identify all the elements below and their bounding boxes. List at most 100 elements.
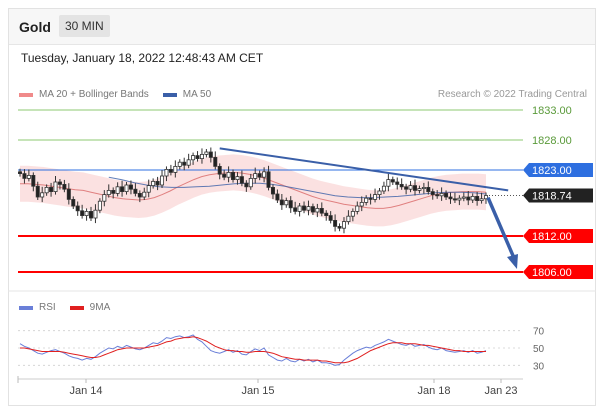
candle	[381, 181, 386, 194]
candle	[404, 183, 409, 195]
candle	[168, 164, 173, 176]
candle-down	[208, 151, 213, 158]
candle-up	[284, 200, 289, 206]
candles	[17, 147, 488, 234]
candle	[17, 168, 22, 177]
candle-up	[421, 186, 426, 189]
candle	[337, 223, 342, 232]
candle-down	[168, 168, 173, 173]
candle	[302, 201, 307, 214]
candle	[253, 167, 258, 184]
candle	[204, 149, 209, 158]
candle-down	[430, 191, 435, 196]
candle	[248, 173, 253, 190]
candle-down	[435, 194, 440, 197]
chart-overlays	[219, 147, 523, 269]
candle-down	[133, 188, 138, 194]
candle	[62, 179, 67, 193]
candle	[319, 202, 324, 217]
candle-up	[97, 200, 102, 211]
candle-up	[457, 197, 462, 201]
x-tick-label: Jan 15	[241, 385, 274, 397]
candle-down	[231, 171, 236, 180]
projection-arrow-head	[507, 254, 518, 269]
candle-down	[448, 196, 453, 200]
candle	[328, 211, 333, 224]
candle-up	[461, 196, 466, 199]
candle-up	[373, 194, 378, 200]
candle	[293, 201, 298, 215]
level-labels: 1833.00 1828.00 1823.00 1812.00 1806.00 1818.…	[523, 105, 593, 279]
candle	[142, 187, 147, 200]
candle	[57, 179, 62, 190]
candle-up	[151, 180, 156, 186]
candle	[355, 201, 360, 215]
candle-down	[257, 173, 262, 178]
candle	[461, 192, 466, 202]
candle-up	[115, 186, 120, 194]
candle-down	[137, 192, 142, 198]
candle	[310, 203, 315, 215]
candle-down	[111, 189, 116, 194]
candle-up	[386, 179, 391, 187]
candle	[53, 176, 58, 195]
rsi-panel: 70 50 30	[8, 290, 596, 372]
candle-down	[31, 174, 36, 187]
candle	[244, 180, 249, 192]
legend-ma9-label: 9MA	[89, 302, 111, 313]
candle-up	[355, 205, 360, 212]
candle	[102, 190, 107, 207]
x-tick-label: Jan 23	[484, 385, 517, 397]
candle	[479, 192, 484, 204]
timeframe-badge[interactable]: 30 MIN	[59, 15, 110, 37]
candle-up	[377, 190, 382, 195]
instrument-title: Gold	[19, 19, 51, 35]
moving-averages	[20, 171, 487, 209]
candle	[111, 187, 116, 199]
level-label-1833.00: 1833.00	[532, 105, 572, 117]
ma20-line	[20, 171, 487, 209]
candle-up	[191, 155, 196, 161]
candle-down	[337, 225, 342, 229]
candle-up	[235, 176, 240, 181]
candle-down	[444, 192, 449, 198]
candle	[257, 170, 262, 181]
candle-up	[226, 171, 231, 178]
candle	[208, 147, 213, 163]
candle	[448, 192, 453, 204]
legend-ma50-label: MA 50	[182, 89, 212, 100]
candle-up	[479, 198, 484, 202]
candle	[333, 214, 338, 232]
candle	[115, 182, 120, 197]
candle-down	[390, 179, 395, 183]
candle	[151, 178, 156, 189]
candle-up	[40, 192, 45, 198]
candle	[124, 182, 129, 195]
rsi-line	[19, 334, 487, 366]
candle	[80, 204, 85, 219]
candle	[399, 178, 404, 190]
candle	[324, 210, 329, 221]
candle-down	[266, 171, 271, 188]
candle	[275, 189, 280, 203]
candle	[421, 182, 426, 194]
candle-up	[341, 221, 346, 229]
candle	[390, 176, 395, 185]
candle-up	[439, 192, 444, 197]
candle	[235, 172, 240, 185]
candle	[341, 217, 346, 234]
candle-down	[310, 206, 315, 213]
price-legend: MA 20 + Bollinger Bands MA 50	[19, 89, 225, 100]
level-label-1828.00: 1828.00	[532, 135, 572, 147]
candle-up	[417, 188, 422, 191]
candle-up	[53, 181, 58, 192]
candle-down	[395, 181, 400, 185]
level-label-1812.00: 1812.00	[532, 231, 572, 243]
candle	[199, 148, 204, 164]
candle-up	[44, 186, 49, 194]
candle-up	[173, 165, 178, 173]
candle-down	[302, 205, 307, 211]
candle	[195, 151, 200, 162]
candle	[31, 172, 36, 192]
